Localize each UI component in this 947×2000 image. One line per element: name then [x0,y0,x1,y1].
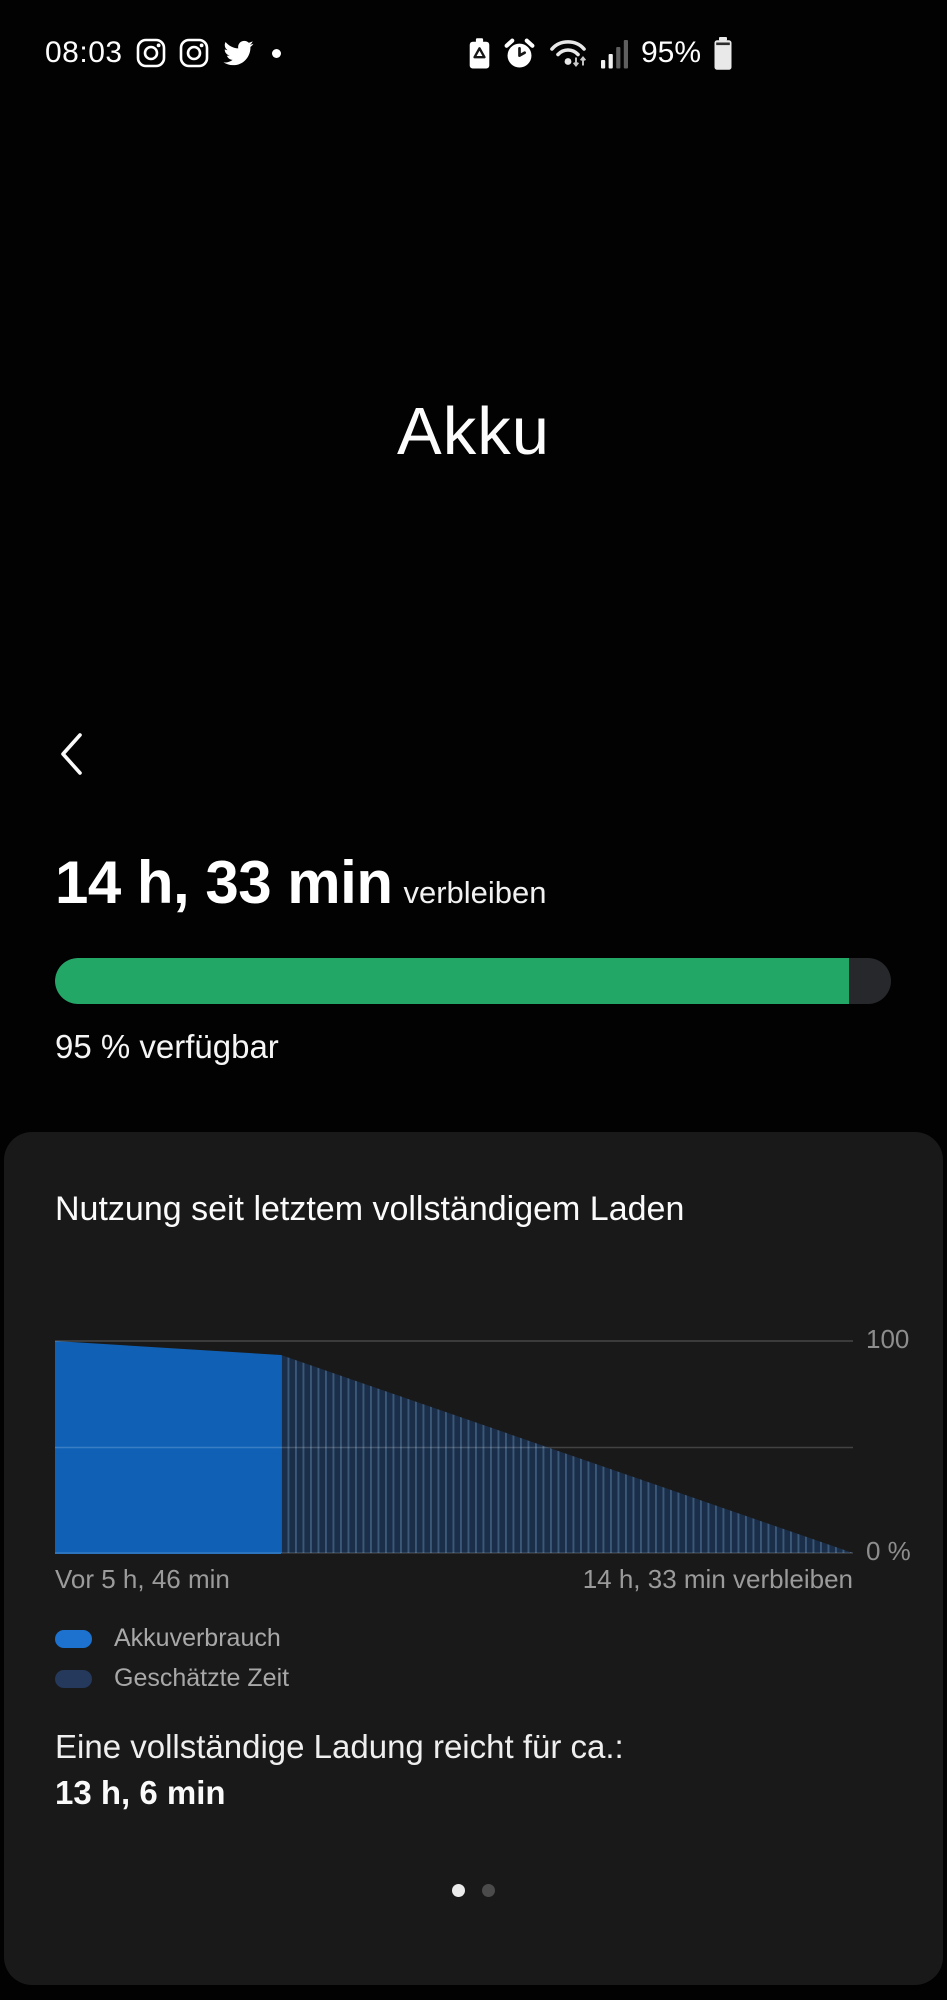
legend-swatch-navy [55,1669,92,1688]
back-button[interactable] [50,724,94,784]
status-bar-right: 95% [468,30,733,76]
status-bar-left: 08:03 [45,30,281,76]
signal-icon [601,39,628,68]
legend-label: Akkuverbrauch [114,1624,281,1652]
usage-card-title: Nutzung seit letztem vollständigem Laden [55,1190,685,1228]
full-charge-label: Eine vollständige Ladung reicht für ca.: [55,1728,624,1765]
battery-usage-chart-svg [55,1340,853,1554]
legend-swatch-blue [55,1629,92,1648]
battery-available-label: 95 % verfügbar [55,1028,279,1065]
legend-item-estimated: Geschätzte Zeit [55,1664,289,1693]
wifi-icon [550,40,587,67]
y-axis-bottom-label: 0 % [866,1536,911,1566]
x-axis-left-label: Vor 5 h, 46 min [55,1564,230,1594]
twitter-icon [223,40,254,66]
x-axis-labels: Vor 5 h, 46 min 14 h, 33 min verbleiben [55,1564,853,1595]
clock-text: 08:03 [45,36,123,69]
usage-card: Nutzung seit letztem vollständigem Laden… [4,1132,943,1985]
area-estimated-time [281,1355,853,1553]
x-axis-right-label: 14 h, 33 min verbleiben [582,1564,853,1594]
legend-label: Geschätzte Zeit [114,1664,290,1692]
battery-percent-text: 95% [641,36,702,69]
pager-dot[interactable] [482,1884,495,1897]
instagram-icon [136,38,165,68]
battery-saver-icon [469,37,490,69]
battery-progress-bar [55,958,891,1004]
chart-legend: Akkuverbrauch Geschätzte Zeit [55,1624,289,1693]
page-title: Akku [397,394,550,469]
area-actual-usage [55,1341,281,1554]
battery-icon [714,36,732,70]
y-axis-top-label: 100 [866,1324,910,1354]
notification-dot-icon [271,48,281,58]
page-indicator[interactable] [4,1884,943,1897]
alarm-icon [504,38,535,68]
legend-item-actual: Akkuverbrauch [55,1624,289,1653]
instagram-icon [179,38,208,68]
battery-usage-chart [55,1340,853,1554]
time-remaining-value: 14 h, 33 min [55,849,393,916]
battery-progress-fill [55,958,850,1004]
full-charge-value: 13 h, 6 min [55,1774,226,1811]
time-remaining-suffix: verbleiben [403,875,547,910]
pager-dot[interactable] [452,1884,465,1897]
chevron-left-icon [61,733,82,775]
time-remaining: 14 h, 33 min verbleiben [55,848,547,917]
